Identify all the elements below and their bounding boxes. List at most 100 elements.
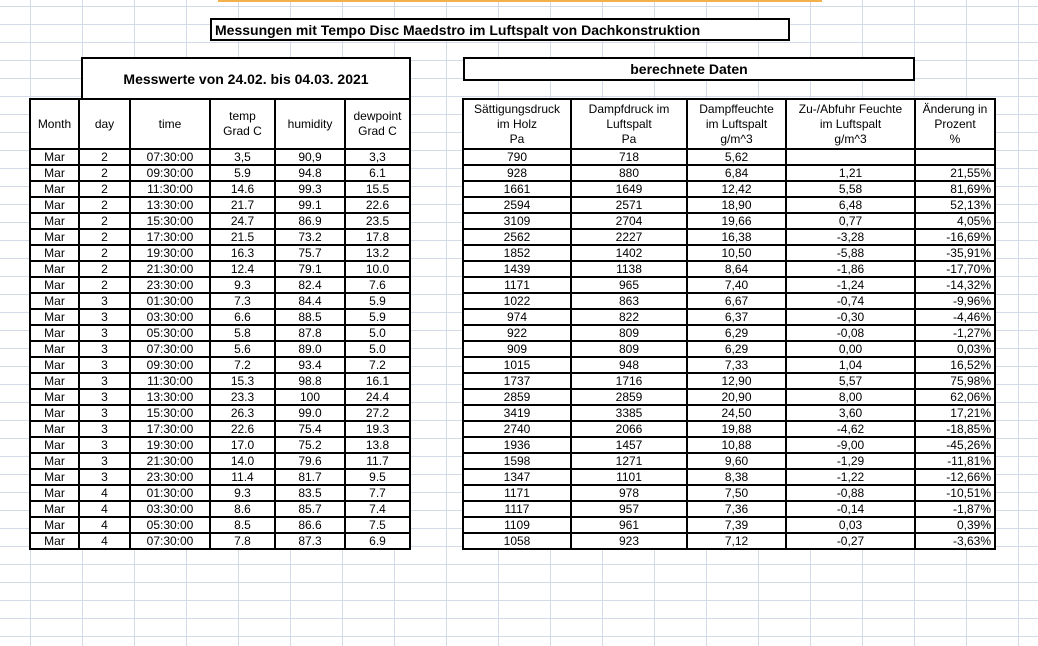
cell-time[interactable]: 19:30:00: [129, 244, 211, 262]
cell-day[interactable]: 3: [78, 340, 131, 358]
cell-percent-change[interactable]: -3,63%: [914, 532, 996, 550]
cell-moisture-change[interactable]: 5,57: [785, 372, 916, 390]
cell-day[interactable]: 3: [78, 308, 131, 326]
cell-saturation-pressure[interactable]: 1117: [462, 500, 572, 518]
cell-temp[interactable]: 8.6: [209, 500, 276, 518]
cell-month[interactable]: Mar: [29, 420, 80, 438]
cell-humidity[interactable]: 99.1: [274, 196, 346, 214]
cell-day[interactable]: 3: [78, 436, 131, 454]
cell-dewpoint[interactable]: 10.0: [344, 260, 411, 278]
cell-percent-change[interactable]: 81,69%: [914, 180, 996, 198]
cell-moisture-change[interactable]: 0,03: [785, 516, 916, 534]
cell-day[interactable]: 2: [78, 244, 131, 262]
cell-time[interactable]: 05:30:00: [129, 324, 211, 342]
cell-dewpoint[interactable]: 7.6: [344, 276, 411, 294]
cell-saturation-pressure[interactable]: 1661: [462, 180, 572, 198]
cell-vapor-pressure[interactable]: 880: [570, 164, 688, 182]
cell-moisture-change[interactable]: 8,00: [785, 388, 916, 406]
cell-day[interactable]: 2: [78, 276, 131, 294]
cell-time[interactable]: 21:30:00: [129, 452, 211, 470]
cell-temp[interactable]: 26.3: [209, 404, 276, 422]
cell-temp[interactable]: 14.6: [209, 180, 276, 198]
cell-day[interactable]: 3: [78, 372, 131, 390]
cell-vapor-pressure[interactable]: 957: [570, 500, 688, 518]
cell-dewpoint[interactable]: 3,3: [344, 148, 411, 166]
cell-time[interactable]: 03:30:00: [129, 500, 211, 518]
cell-day[interactable]: 3: [78, 404, 131, 422]
cell-moisture-change[interactable]: -5,88: [785, 244, 916, 262]
cell-percent-change[interactable]: -17,70%: [914, 260, 996, 278]
column-header-vapor-pressure[interactable]: Dampfdruck im Luftspalt Pa: [570, 98, 688, 150]
cell-dewpoint[interactable]: 16.1: [344, 372, 411, 390]
cell-time[interactable]: 21:30:00: [129, 260, 211, 278]
cell-day[interactable]: 2: [78, 196, 131, 214]
cell-humidity[interactable]: 79.6: [274, 452, 346, 470]
cell-temp[interactable]: 5.8: [209, 324, 276, 342]
cell-humidity[interactable]: 99.3: [274, 180, 346, 198]
cell-moisture-change[interactable]: -9,00: [785, 436, 916, 454]
cell-humidity[interactable]: 98.8: [274, 372, 346, 390]
cell-humidity[interactable]: 90,9: [274, 148, 346, 166]
cell-month[interactable]: Mar: [29, 436, 80, 454]
column-header-month[interactable]: Month: [29, 98, 80, 150]
cell-saturation-pressure[interactable]: 1109: [462, 516, 572, 534]
cell-month[interactable]: Mar: [29, 388, 80, 406]
cell-vapor-pressure[interactable]: 948: [570, 356, 688, 374]
cell-saturation-pressure[interactable]: 922: [462, 324, 572, 342]
cell-day[interactable]: 2: [78, 260, 131, 278]
cell-month[interactable]: Mar: [29, 212, 80, 230]
cell-saturation-pressure[interactable]: 2562: [462, 228, 572, 246]
cell-day[interactable]: 3: [78, 324, 131, 342]
cell-humidity[interactable]: 85.7: [274, 500, 346, 518]
cell-month[interactable]: Mar: [29, 484, 80, 502]
cell-vapor-pressure[interactable]: 1101: [570, 468, 688, 486]
cell-moisture-change[interactable]: -1,24: [785, 276, 916, 294]
cell-month[interactable]: Mar: [29, 148, 80, 166]
cell-time[interactable]: 03:30:00: [129, 308, 211, 326]
cell-vapor-pressure[interactable]: 822: [570, 308, 688, 326]
cell-saturation-pressure[interactable]: 1439: [462, 260, 572, 278]
cell-humidity[interactable]: 83.5: [274, 484, 346, 502]
cell-time[interactable]: 07:30:00: [129, 340, 211, 358]
cell-dewpoint[interactable]: 24.4: [344, 388, 411, 406]
cell-saturation-pressure[interactable]: 3109: [462, 212, 572, 230]
cell-time[interactable]: 23:30:00: [129, 468, 211, 486]
cell-time[interactable]: 07:30:00: [129, 532, 211, 550]
cell-moisture-change[interactable]: 0,77: [785, 212, 916, 230]
cell-vapor-pressure[interactable]: 3385: [570, 404, 688, 422]
cell-month[interactable]: Mar: [29, 532, 80, 550]
cell-vapor-pressure[interactable]: 2066: [570, 420, 688, 438]
cell-vapor-density[interactable]: 6,29: [686, 324, 787, 342]
cell-day[interactable]: 3: [78, 292, 131, 310]
cell-moisture-change[interactable]: 1,21: [785, 164, 916, 182]
cell-vapor-pressure[interactable]: 809: [570, 324, 688, 342]
cell-moisture-change[interactable]: -0,14: [785, 500, 916, 518]
cell-day[interactable]: 3: [78, 356, 131, 374]
cell-saturation-pressure[interactable]: 2740: [462, 420, 572, 438]
column-header-percent-change[interactable]: Änderung in Prozent %: [914, 98, 996, 150]
cell-vapor-pressure[interactable]: 809: [570, 340, 688, 358]
cell-vapor-density[interactable]: 7,50: [686, 484, 787, 502]
cell-time[interactable]: 17:30:00: [129, 228, 211, 246]
cell-saturation-pressure[interactable]: 1058: [462, 532, 572, 550]
column-header-saturation-pressure[interactable]: Sättigungsdruck im Holz Pa: [462, 98, 572, 150]
cell-day[interactable]: 2: [78, 228, 131, 246]
column-header-moisture-change[interactable]: Zu-/Abfuhr Feuchte im Luftspalt g/m^3: [785, 98, 916, 150]
cell-dewpoint[interactable]: 22.6: [344, 196, 411, 214]
cell-moisture-change[interactable]: 3,60: [785, 404, 916, 422]
cell-saturation-pressure[interactable]: 1936: [462, 436, 572, 454]
cell-moisture-change[interactable]: -1,86: [785, 260, 916, 278]
cell-dewpoint[interactable]: 5.9: [344, 308, 411, 326]
cell-moisture-change[interactable]: 1,04: [785, 356, 916, 374]
cell-vapor-pressure[interactable]: 2704: [570, 212, 688, 230]
cell-time[interactable]: 15:30:00: [129, 212, 211, 230]
cell-saturation-pressure[interactable]: 1852: [462, 244, 572, 262]
cell-humidity[interactable]: 86.6: [274, 516, 346, 534]
cell-temp[interactable]: 21.5: [209, 228, 276, 246]
cell-month[interactable]: Mar: [29, 164, 80, 182]
cell-temp[interactable]: 5.9: [209, 164, 276, 182]
column-header-vapor-density[interactable]: Dampffeuchte im Luftspalt g/m^3: [686, 98, 787, 150]
cell-moisture-change[interactable]: -4,62: [785, 420, 916, 438]
cell-vapor-pressure[interactable]: 923: [570, 532, 688, 550]
cell-humidity[interactable]: 99.0: [274, 404, 346, 422]
